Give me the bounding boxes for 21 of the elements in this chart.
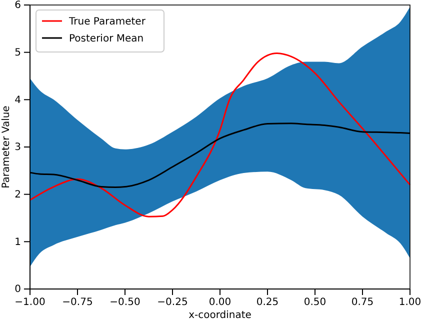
x-tick-label: 1.00 (398, 297, 422, 308)
x-tick-label: −0.50 (110, 297, 140, 308)
y-tick-label: 3 (14, 142, 21, 154)
legend-label: True Parameter (68, 16, 146, 28)
y-tick-label: 1 (14, 236, 21, 248)
x-tick-label: 0.75 (351, 297, 374, 308)
x-axis-title: x-coordinate (188, 310, 252, 321)
x-tick-label: 0.25 (256, 297, 279, 308)
x-tick-label: −0.75 (62, 297, 93, 308)
y-tick-label: 4 (14, 94, 21, 106)
y-axis-title: Parameter Value (1, 106, 12, 188)
x-tick-label: 0.50 (304, 297, 326, 308)
y-tick-label: 0 (14, 284, 21, 296)
legend-label: Posterior Mean (69, 34, 144, 44)
x-tick-label: 0.00 (208, 297, 232, 308)
y-tick-label: 2 (14, 190, 21, 201)
line-series (29, 52, 411, 218)
y-tick-label: 6 (14, 0, 21, 12)
x-tick-label: −1.00 (14, 297, 46, 308)
x-tick-label: −0.25 (157, 297, 188, 308)
y-tick-label: 5 (14, 48, 21, 59)
